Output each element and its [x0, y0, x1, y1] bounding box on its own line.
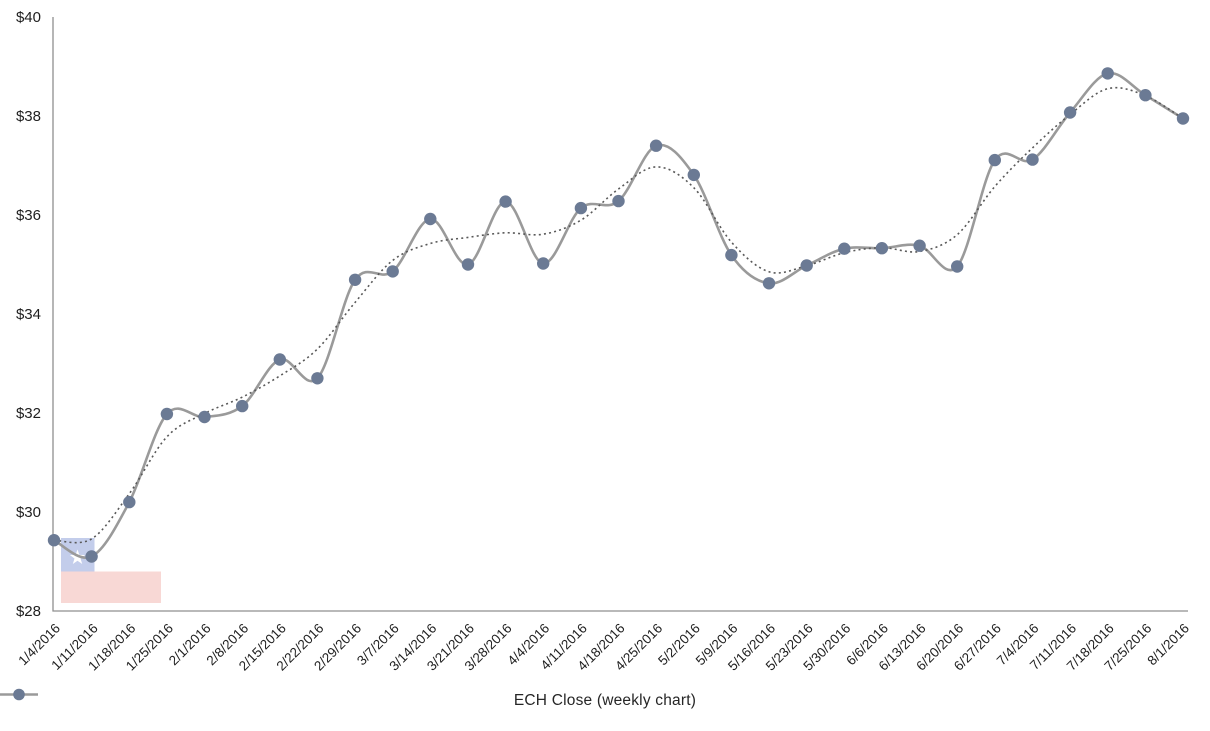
data-point-marker [574, 201, 588, 215]
flag-red-stripe [61, 571, 161, 603]
data-point-marker [687, 168, 700, 182]
data-point-marker [875, 242, 889, 255]
y-axis-tick-label: $40 [16, 9, 41, 26]
data-point-marker [838, 242, 851, 255]
data-point-marker [913, 239, 926, 252]
data-point-marker [537, 257, 550, 270]
data-point-marker [649, 139, 663, 152]
data-point-marker [800, 259, 813, 272]
data-point-marker [348, 273, 362, 286]
data-point-marker [47, 534, 61, 547]
data-point-marker [424, 212, 437, 226]
y-axis-tick-label: $38 [16, 108, 41, 125]
data-point-marker [198, 410, 211, 424]
data-point-marker [85, 550, 98, 563]
data-point-marker [725, 248, 738, 262]
y-axis-tick-label: $32 [16, 405, 41, 422]
y-axis-tick-label: $30 [16, 504, 41, 521]
y-axis-tick-label: $34 [16, 306, 41, 323]
data-point-marker [1026, 153, 1039, 166]
data-point-marker [499, 195, 512, 208]
data-point-marker [160, 407, 174, 421]
series-line [52, 71, 1185, 560]
chart-legend: ECH Close (weekly chart) [0, 688, 1210, 714]
data-point-marker [1063, 106, 1077, 119]
data-point-marker [1139, 89, 1152, 102]
data-point-marker [123, 495, 136, 509]
data-point-marker [612, 194, 625, 208]
data-point-marker [461, 258, 475, 271]
y-axis-tick-label: $36 [16, 207, 41, 224]
axis-lines [52, 17, 1188, 612]
data-point-marker [951, 260, 964, 273]
data-point-marker [386, 265, 399, 278]
legend-line-marker-icon [0, 688, 38, 701]
data-point-marker [273, 353, 286, 366]
data-point-marker [988, 153, 1001, 167]
legend-series-label: ECH Close (weekly chart) [513, 692, 697, 709]
data-point-marker [236, 399, 249, 413]
x-axis-tick-label: 8/1/2016 [1144, 621, 1192, 669]
data-point-marker [1101, 67, 1114, 80]
data-point-marker [762, 277, 776, 290]
data-point-marker [311, 372, 324, 385]
trendline-dotted [53, 86, 1184, 544]
data-point-marker [1176, 112, 1190, 125]
y-axis-tick-label: $28 [16, 603, 41, 620]
